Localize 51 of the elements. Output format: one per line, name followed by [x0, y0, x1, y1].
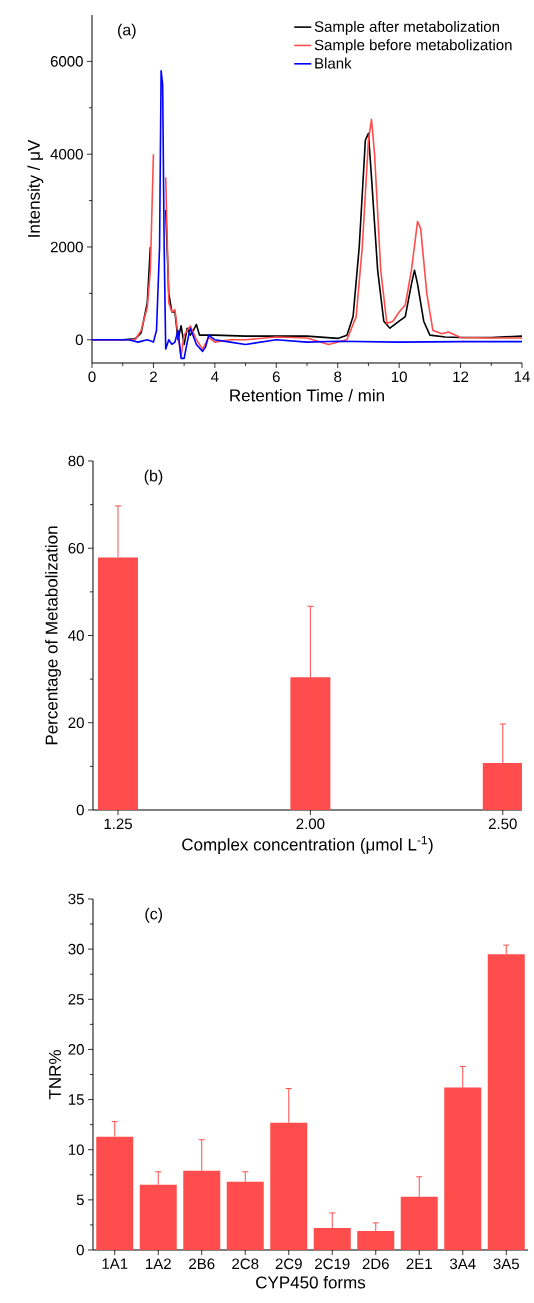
y-tick-label: 10	[69, 1144, 85, 1156]
y-tick-label: 20	[68, 717, 85, 729]
y-tick-label: 40	[68, 630, 85, 641]
x-tick-label: 2	[150, 371, 158, 382]
x-tick-label: 14	[514, 371, 531, 382]
x-tick-label: 2D6	[362, 1258, 390, 1270]
y-tick-label: 2000	[51, 241, 84, 253]
x-tick-label: 3A4	[450, 1258, 476, 1270]
annotation: (b)	[144, 469, 163, 485]
legend-label: Sample after metabolization	[314, 20, 500, 35]
x-tick-label: 2C8	[232, 1258, 259, 1270]
x-tick-label: 2C19	[315, 1258, 350, 1270]
y-tick-label: 0	[76, 1244, 85, 1256]
x-tick-label: 2C9	[275, 1258, 302, 1270]
y-tick-label: 25	[68, 993, 85, 1005]
x-tick-label: 6	[273, 371, 280, 383]
x-tick-label: 0	[88, 371, 96, 383]
y-tick-label: 6000	[51, 56, 84, 67]
x-tick-label: 2B6	[189, 1258, 215, 1270]
x-axis-title: Retention Time / min	[230, 388, 385, 402]
legend-label: Sample before metabolization	[314, 39, 512, 54]
y-tick-label: 15	[69, 1094, 85, 1105]
line-series	[92, 69, 523, 360]
y-tick-label: 35	[68, 893, 85, 905]
x-axis-title: Complex concentration (μmol L$^{-1}$)	[182, 835, 433, 854]
y-tick-label: 60	[68, 542, 85, 554]
x-tick-label: 1A1	[102, 1258, 128, 1269]
annotation: (a)	[118, 23, 136, 39]
x-axis-title: CYP450 forms	[256, 1275, 366, 1289]
annotation: (c)	[145, 907, 163, 923]
x-tick-label: 1A2	[146, 1258, 172, 1269]
x-tick-label: 8	[334, 371, 342, 383]
y-tick-label: 0	[75, 334, 84, 346]
y-tick-label: 4000	[50, 148, 84, 160]
y-axis-title: Intensity / μV	[27, 139, 44, 237]
x-tick-label: 4	[211, 371, 219, 382]
x-tick-label: 12	[453, 371, 469, 382]
y-tick-label: 0	[76, 804, 85, 816]
x-tick-label: 10	[392, 371, 408, 383]
y-axis-title: TNR%	[49, 1050, 62, 1100]
y-tick-label: 30	[68, 943, 85, 955]
x-tick-label: 1.25	[104, 818, 133, 830]
legend-label: Blank	[315, 57, 352, 69]
y-tick-label: 5	[76, 1194, 85, 1206]
y-axis-title: Percentage of Metabolization	[45, 526, 62, 745]
y-tick-label: 20	[68, 1044, 85, 1055]
y-tick-label: 80	[68, 455, 85, 467]
x-tick-label: 3A5	[493, 1258, 520, 1270]
x-tick-label: 2.00	[296, 818, 325, 830]
x-tick-label: 2.50	[489, 818, 517, 830]
x-tick-label: 2E1	[406, 1258, 433, 1269]
